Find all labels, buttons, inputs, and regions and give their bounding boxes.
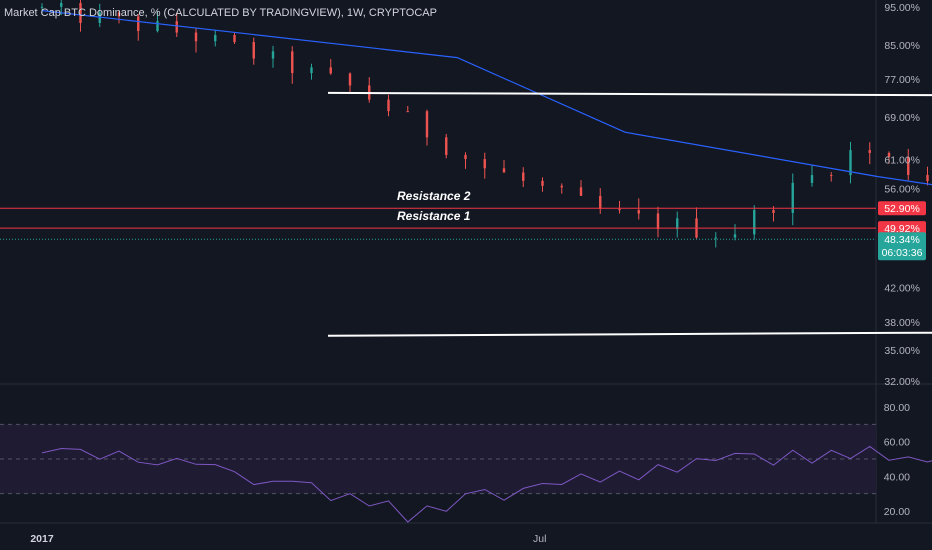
candle-body xyxy=(40,6,44,8)
price-axis-tick: 77.00% xyxy=(884,74,920,86)
resistance-badge-text-2: 49.92% xyxy=(884,223,920,235)
candle-body xyxy=(618,209,621,211)
rsi-axis-tick: 60.00 xyxy=(884,437,910,449)
resistance-label-1: Resistance 2 xyxy=(397,189,471,203)
candle-body xyxy=(175,21,178,33)
price-axis-tick: 95.00% xyxy=(884,2,920,14)
candle-body xyxy=(483,159,486,169)
rsi-axis-tick: 80.00 xyxy=(884,402,910,414)
candle-body xyxy=(810,175,814,183)
candle-body xyxy=(329,67,332,74)
candle-body xyxy=(156,21,159,32)
resistance-badge-text-1: 52.90% xyxy=(884,203,920,215)
candle-body xyxy=(406,111,409,113)
candle-body xyxy=(733,234,737,238)
candle-body xyxy=(310,67,313,74)
last-price-value: 48.34% xyxy=(884,234,920,246)
resistance-badge-2 xyxy=(878,221,926,236)
candle-body xyxy=(348,73,352,86)
candle-body xyxy=(79,2,82,23)
candle-body xyxy=(291,51,294,74)
candle-body xyxy=(194,32,198,42)
candle-body xyxy=(214,35,217,42)
price-axis-tick: 85.00% xyxy=(884,40,920,52)
candle-body xyxy=(502,168,506,173)
candle-body xyxy=(560,185,563,188)
candle-body xyxy=(541,180,544,186)
candle-body xyxy=(926,174,929,182)
price-axis-tick: 61.00% xyxy=(884,154,920,166)
chart-title: Market Cap BTC Dominance, % (CALCULATED … xyxy=(4,7,437,19)
resistance-label-2: Resistance 1 xyxy=(397,209,471,223)
candle-body xyxy=(579,187,583,196)
candle-body xyxy=(753,210,756,235)
last-price-countdown: 06:03:36 xyxy=(882,247,923,259)
time-axis-tick: 2017 xyxy=(30,533,54,545)
candle-body xyxy=(599,195,602,210)
candle-body xyxy=(464,154,467,160)
candle-body xyxy=(425,111,429,138)
candle-body xyxy=(60,2,63,7)
candle-body xyxy=(676,218,679,230)
price-axis-tick: 56.00% xyxy=(884,184,920,196)
candle-body xyxy=(830,175,833,177)
candle-body xyxy=(445,137,448,155)
candle-body xyxy=(887,152,891,157)
candle-body xyxy=(637,210,640,214)
candle-body xyxy=(656,213,660,230)
price-axis-tick: 35.00% xyxy=(884,345,920,357)
candle-body xyxy=(137,16,140,32)
candle-body xyxy=(387,99,390,112)
candle-body xyxy=(772,210,775,213)
candle-body xyxy=(868,150,871,153)
price-axis-tick: 69.00% xyxy=(884,112,920,124)
candle-body xyxy=(98,12,101,23)
candle-body xyxy=(907,156,910,175)
candles xyxy=(40,0,929,248)
last-price-badge xyxy=(878,232,926,261)
resistance-badge-1 xyxy=(878,201,926,216)
candle-body xyxy=(714,237,717,239)
price-axis-tick: 38.00% xyxy=(884,317,920,329)
candle-body xyxy=(849,150,852,176)
candle-body xyxy=(252,42,255,59)
candle-body xyxy=(791,182,794,213)
rsi-axis-tick: 40.00 xyxy=(884,471,910,483)
candle-body xyxy=(117,12,121,17)
rsi-axis-tick: 20.00 xyxy=(884,506,910,518)
candle-body xyxy=(271,51,275,59)
price-axis-tick: 42.00% xyxy=(884,283,920,295)
candle-body xyxy=(233,35,236,43)
time-axis-tick: Jul xyxy=(533,533,546,545)
candle-body xyxy=(522,172,525,181)
price-axis-tick: 32.00% xyxy=(884,376,920,388)
